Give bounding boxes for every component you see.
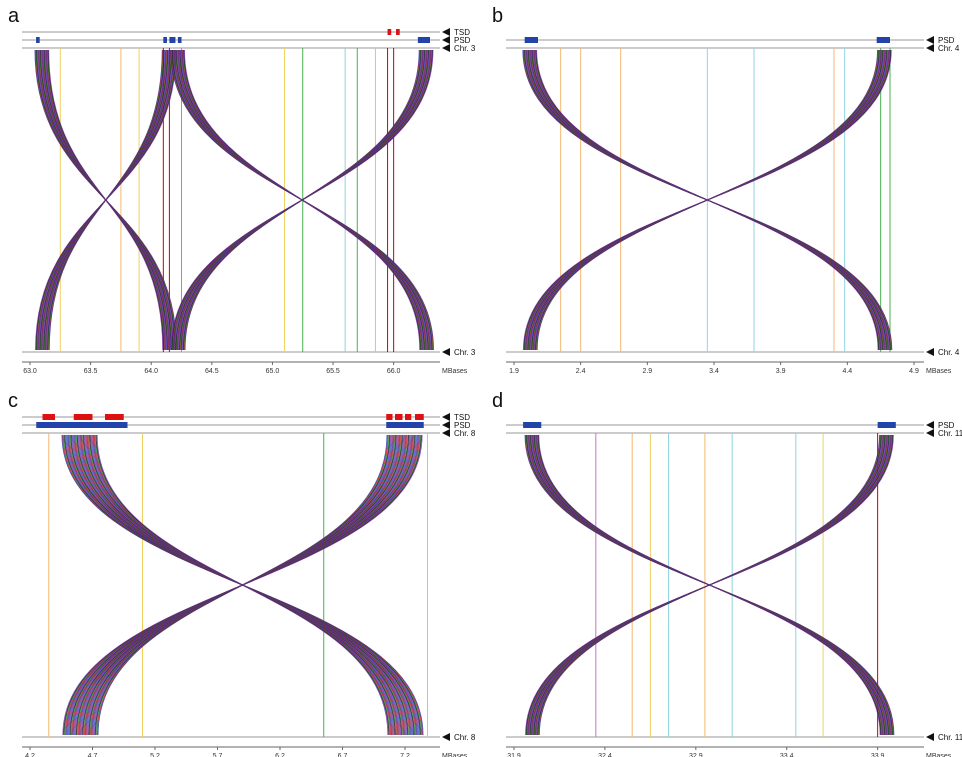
track-label-b-1: Chr. 4 — [938, 44, 960, 53]
axis-unit-b: MBases — [926, 368, 952, 375]
tsd-block — [395, 414, 403, 420]
track-label-c-1: PSD — [454, 421, 471, 430]
triangle-marker-icon — [442, 348, 450, 356]
triangle-marker-icon — [926, 733, 934, 741]
bottom-track-label-a: Chr. 3 — [454, 348, 476, 357]
psd-block — [524, 37, 538, 43]
psd-block — [877, 422, 896, 428]
inversion-link — [35, 49, 177, 351]
tsd-block — [387, 29, 392, 35]
axis-tick-label: 4.4 — [842, 368, 852, 375]
axis-tick-label: 64.0 — [144, 368, 158, 375]
axis-unit-c: MBases — [442, 753, 468, 757]
axis-unit-d: MBases — [926, 753, 952, 757]
psd-block — [417, 37, 430, 43]
psd-block — [36, 37, 40, 43]
track-label-b-0: PSD — [938, 36, 955, 45]
triangle-marker-icon — [442, 733, 450, 741]
triangle-marker-icon — [926, 421, 934, 429]
psd-block — [876, 37, 890, 43]
psd-block — [386, 422, 424, 428]
axis-tick-label: 65.5 — [326, 368, 340, 375]
triangle-marker-icon — [926, 429, 934, 437]
axis-tick-label: 2.4 — [576, 368, 586, 375]
triangle-marker-icon — [926, 44, 934, 52]
tsd-block — [396, 29, 400, 35]
tsd-block — [73, 414, 93, 420]
axis-tick-label: 63.0 — [23, 368, 37, 375]
panel-label-c: c — [8, 390, 18, 412]
panel-label-d: d — [492, 390, 503, 412]
track-label-a-1: PSD — [454, 36, 471, 45]
axis-tick-label: 4.7 — [88, 753, 98, 757]
inversion-link — [170, 49, 434, 351]
track-label-a-0: TSD — [454, 28, 470, 37]
axis-tick-label: 5.2 — [150, 753, 160, 757]
axis-tick-label: 31.9 — [507, 753, 521, 757]
psd-block — [36, 422, 128, 428]
track-label-c-2: Chr. 8 — [454, 429, 476, 438]
axis-tick-label: 32.9 — [689, 753, 703, 757]
axis-tick-label: 6.7 — [338, 753, 348, 757]
axis-tick-label: 2.9 — [642, 368, 652, 375]
axis-tick-label: 32.4 — [598, 753, 612, 757]
track-label-d-0: PSD — [938, 421, 955, 430]
triangle-marker-icon — [442, 36, 450, 44]
axis-tick-label: 3.9 — [776, 368, 786, 375]
tsd-block — [386, 414, 393, 420]
axis-tick-label: 4.9 — [909, 368, 919, 375]
bottom-track-label-b: Chr. 4 — [938, 348, 960, 357]
axis-tick-label: 5.7 — [213, 753, 223, 757]
axis-tick-label: 63.5 — [84, 368, 98, 375]
track-label-d-1: Chr. 11 — [938, 429, 962, 438]
panel-label-b: b — [492, 5, 503, 27]
triangle-marker-icon — [442, 413, 450, 421]
tsd-block — [42, 414, 55, 420]
axis-tick-label: 33.4 — [780, 753, 794, 757]
triangle-marker-icon — [442, 28, 450, 36]
psd-block — [169, 37, 176, 43]
tsd-block — [415, 414, 424, 420]
triangle-marker-icon — [926, 36, 934, 44]
axis-tick-label: 7.2 — [400, 753, 410, 757]
axis-tick-label: 66.0 — [387, 368, 401, 375]
axis-tick-label: 3.4 — [709, 368, 719, 375]
track-label-a-2: Chr. 3 — [454, 44, 476, 53]
track-label-c-0: TSD — [454, 413, 470, 422]
psd-block — [523, 422, 542, 428]
tsd-block — [405, 414, 412, 420]
psd-block — [163, 37, 167, 43]
inversion-link — [62, 434, 423, 736]
psd-block — [177, 37, 182, 43]
axis-tick-label: 65.0 — [266, 368, 280, 375]
tsd-block — [105, 414, 124, 420]
triangle-marker-icon — [442, 429, 450, 437]
bottom-track-label-d: Chr. 11 — [938, 733, 962, 742]
axis-tick-label: 64.5 — [205, 368, 219, 375]
triangle-marker-icon — [926, 348, 934, 356]
axis-tick-label: 1.9 — [509, 368, 519, 375]
panel-label-a: a — [8, 5, 20, 27]
triangle-marker-icon — [442, 44, 450, 52]
triangle-marker-icon — [442, 421, 450, 429]
axis-tick-label: 33.9 — [871, 753, 885, 757]
inversion-link — [522, 49, 892, 351]
bottom-track-label-c: Chr. 8 — [454, 733, 476, 742]
axis-tick-label: 4.2 — [25, 753, 35, 757]
inversion-link — [525, 434, 894, 736]
axis-tick-label: 6.2 — [275, 753, 285, 757]
axis-unit-a: MBases — [442, 368, 468, 375]
